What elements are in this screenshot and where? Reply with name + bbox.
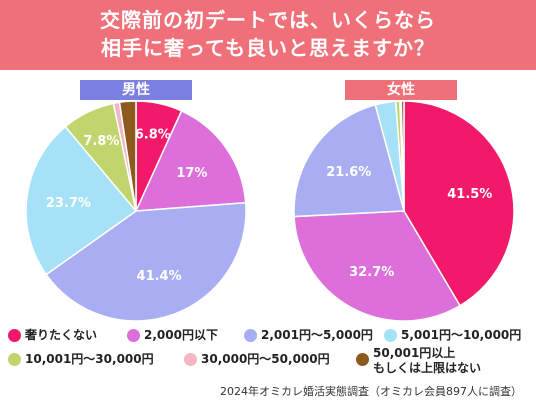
male-data-label-5001-10000: 23.7% [46, 196, 91, 211]
legend-swatch-5001-10000 [384, 329, 397, 342]
male-pie-slice-5001-10000 [25, 125, 138, 276]
female-label: 女性 [345, 80, 457, 100]
male-data-label-under-2000: 17% [176, 166, 207, 181]
legend-label-2001-5000: 2,001円～5,000円 [261, 328, 373, 342]
legend-item-under-2000: 2,000円以下 [127, 328, 218, 343]
male-data-label-10001-30000: 7.8% [83, 134, 119, 149]
chart-title-line-1: 交際前の初デートでは、いくらなら [100, 8, 436, 32]
male-pie-slice-under-2000 [134, 109, 247, 212]
chart-title-line-2: 相手に奢っても良いと思えますか？ [101, 36, 435, 60]
legend-label-over-50001-line-2: もしくは上限はない [373, 361, 482, 375]
legend-label-5001-10000: 5,001円～10,000円 [401, 328, 522, 342]
legend-item-no-treat: 奢りたくない [8, 328, 97, 343]
female-pie-slice-no-treat [403, 100, 515, 307]
male-label: 男性 [80, 80, 192, 100]
female-data-label-under-2000: 32.7% [349, 265, 394, 280]
legend-swatch-under-2000 [127, 329, 140, 342]
male-data-label-no-treat: 6.8% [135, 128, 171, 143]
legend-item-30000-50000: 30,000円～50,000円 [184, 352, 330, 367]
male-pie-slice-2001-5000 [45, 201, 247, 322]
legend-swatch-over-50001 [356, 353, 369, 366]
chart-title: 交際前の初デートでは、いくらなら 相手に奢っても良いと思えますか？ [0, 0, 536, 70]
female-data-label-no-treat: 41.5% [447, 187, 492, 202]
legend-label-30000-50000: 30,000円～50,000円 [201, 352, 330, 366]
survey-source-note: 2024年オミカレ婚活実態調査（オミカレ会員897人に調査） [220, 385, 522, 398]
legend-swatch-2001-5000 [244, 329, 257, 342]
legend-label-10001-30000: 10,001円～30,000円 [25, 352, 154, 366]
legend-swatch-no-treat [8, 329, 21, 342]
male-pie-slice-over-50001 [118, 100, 137, 212]
female-pie-slice-under-2000 [293, 210, 462, 322]
female-pie-slice-over-50001 [400, 100, 405, 212]
legend-item-5001-10000: 5,001円～10,000円 [384, 328, 521, 343]
legend-label-under-2000: 2,000円以下 [144, 328, 218, 342]
legend-item-over-50001: 50,001円以上 もしくは上限はない [356, 346, 481, 376]
legend-swatch-10001-30000 [8, 353, 21, 366]
male-data-label-2001-5000: 41.4% [137, 269, 182, 284]
legend-item-2001-5000: 2,001円～5,000円 [244, 328, 373, 343]
legend-label-over-50001-line-1: 50,001円以上 [373, 346, 456, 360]
legend-label-over-50001: 50,001円以上 もしくは上限はない [373, 346, 481, 376]
female-pie-slice-2001-5000 [293, 103, 405, 218]
legend-swatch-30000-50000 [184, 353, 197, 366]
legend-label-no-treat: 奢りたくない [25, 328, 98, 342]
female-data-label-2001-5000: 21.6% [326, 165, 371, 180]
legend-item-10001-30000: 10,001円～30,000円 [8, 352, 154, 367]
